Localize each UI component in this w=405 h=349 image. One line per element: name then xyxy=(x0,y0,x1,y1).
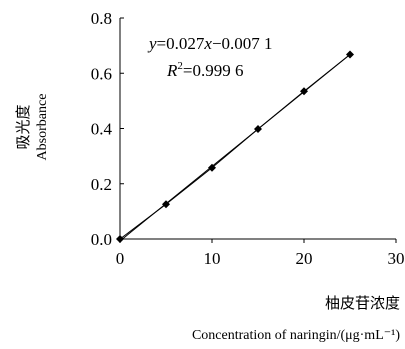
y-axis-title-cn: 吸光度 xyxy=(14,104,32,149)
fit-equation: y=0.027x−0.007 1 xyxy=(147,34,273,53)
r-squared-label: R2=0.999 6 xyxy=(166,60,243,80)
data-point xyxy=(254,125,262,134)
y-tick-label: 0.0 xyxy=(91,230,112,249)
y-axis-title-en: Absorbance xyxy=(35,94,50,161)
y-tick-label: 0.2 xyxy=(91,175,112,194)
y-tick-label: 0.4 xyxy=(91,120,113,139)
x-axis-title-en: Concentration of naringin/(μg·mL⁻¹) xyxy=(192,328,400,343)
y-tick-label: 0.8 xyxy=(91,9,112,28)
x-tick-label: 0 xyxy=(116,249,125,268)
regression-line xyxy=(119,54,351,242)
x-tick-label: 30 xyxy=(388,249,405,268)
y-tick-label: 0.6 xyxy=(91,64,112,83)
x-tick-label: 20 xyxy=(296,249,313,268)
data-point xyxy=(162,200,170,209)
data-point xyxy=(208,163,216,172)
data-point xyxy=(346,50,354,59)
data-point xyxy=(300,87,308,96)
data-point xyxy=(116,235,124,243)
x-tick-label: 10 xyxy=(204,249,221,268)
x-axis-title-cn: 柚皮苷浓度 xyxy=(325,294,400,312)
